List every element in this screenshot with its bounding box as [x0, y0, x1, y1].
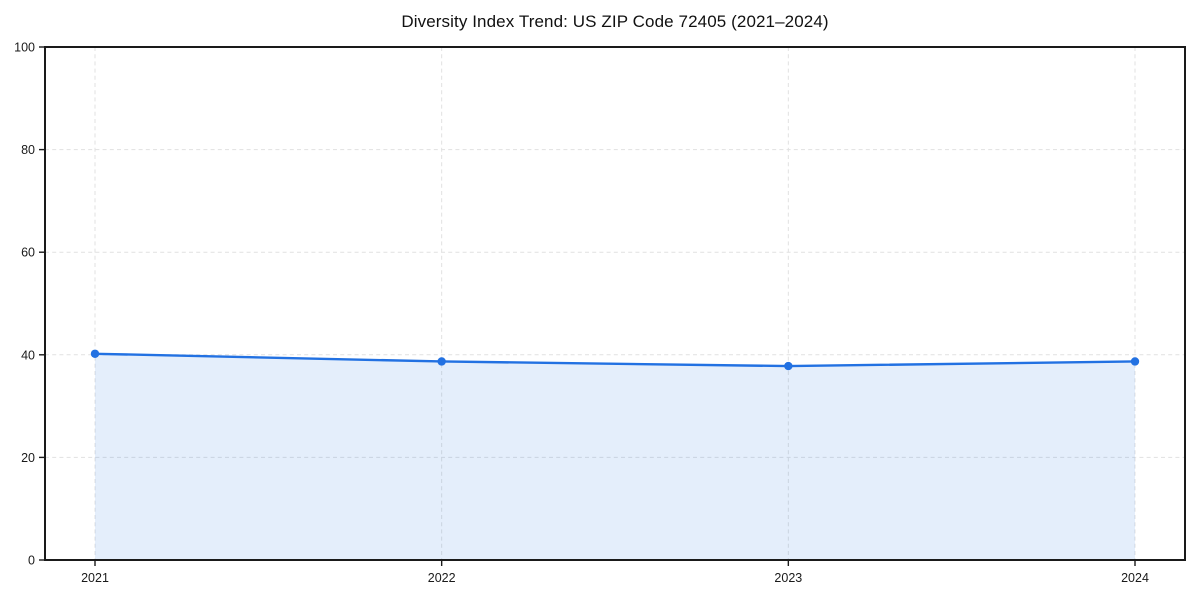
x-tick-label: 2023 [774, 571, 802, 585]
y-tick-label: 0 [28, 554, 35, 568]
y-tick-label: 60 [21, 246, 35, 260]
y-tick-label: 80 [21, 143, 35, 157]
y-tick-label: 100 [14, 41, 35, 55]
data-point-2022 [437, 357, 446, 366]
y-tick-label: 20 [21, 451, 35, 465]
plot-border [44, 46, 1186, 561]
chart-title: Diversity Index Trend: US ZIP Code 72405… [401, 12, 829, 31]
data-point-2024 [1130, 357, 1140, 366]
area-fill [95, 353, 1135, 560]
data-point-2021 [90, 349, 100, 358]
y-tick-label: 40 [21, 348, 35, 362]
x-tick-label: 2022 [428, 571, 456, 585]
trend-line [93, 352, 1137, 368]
x-tick-label: 2021 [81, 571, 109, 585]
x-tick-label: 2024 [1121, 571, 1149, 585]
data-point-2023 [784, 361, 793, 371]
